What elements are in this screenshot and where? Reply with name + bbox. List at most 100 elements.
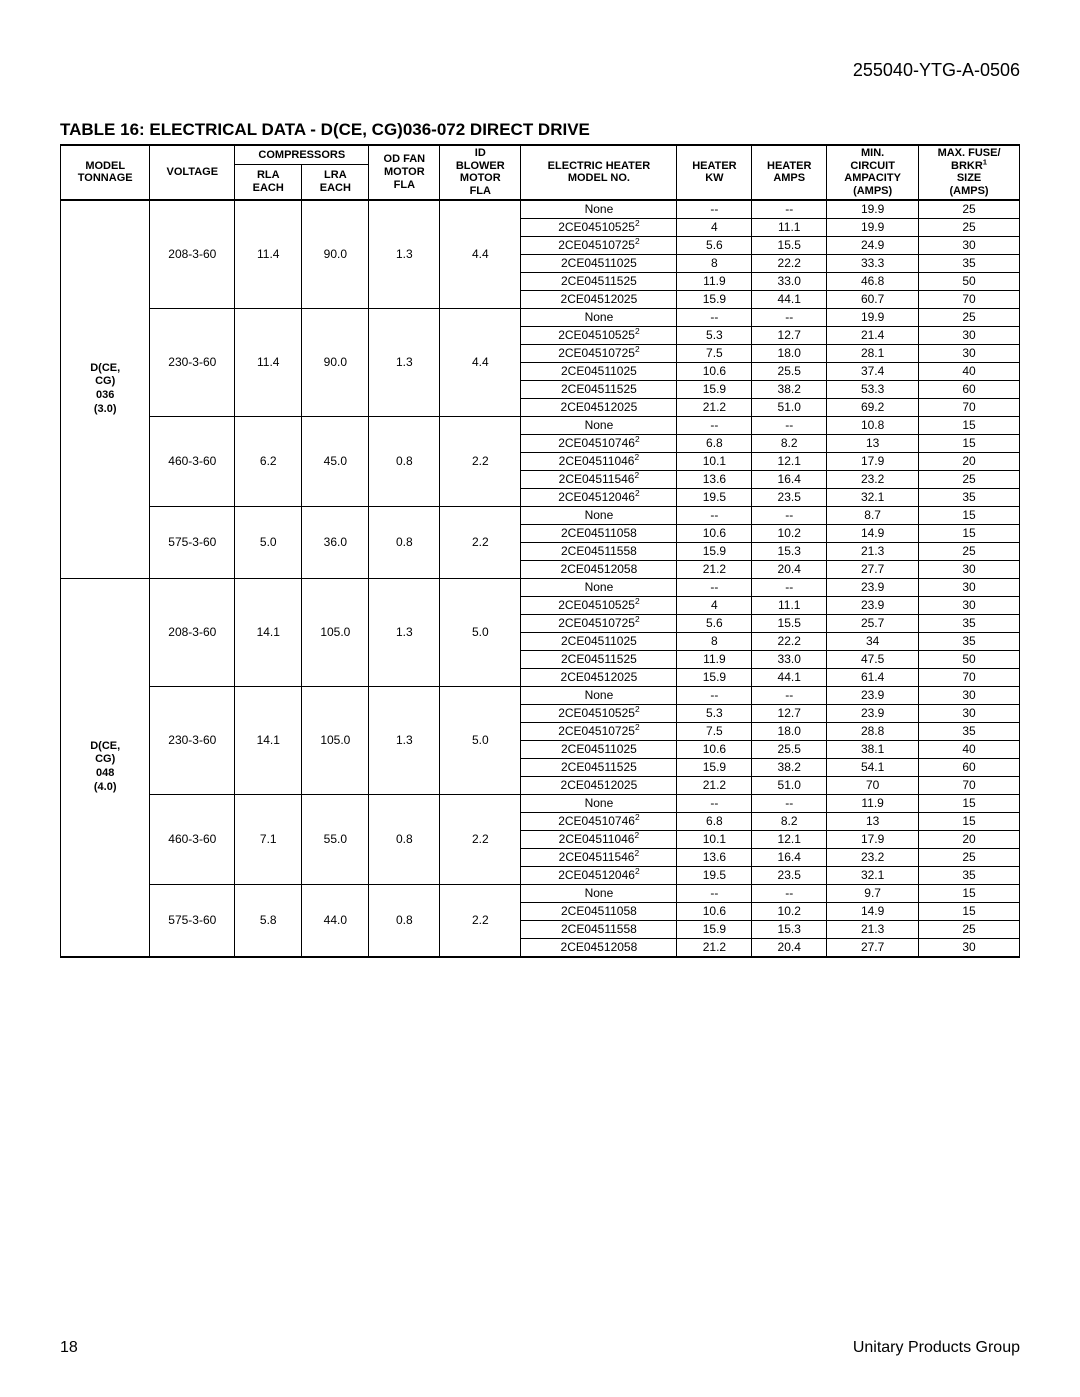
col-heater-amps: HEATERAMPS: [752, 145, 827, 200]
cell-heater-kw: 19.5: [677, 488, 752, 506]
cell-heater-model: 2CE045107252: [521, 614, 677, 632]
cell-mca: 17.9: [827, 452, 919, 470]
cell-voltage: 208-3-60: [150, 200, 235, 309]
cell-heater-amps: 20.4: [752, 938, 827, 957]
cell-heater-model: None: [521, 884, 677, 902]
cell-heater-kw: 21.2: [677, 560, 752, 578]
cell-heater-model: 2CE04511025: [521, 740, 677, 758]
cell-heater-model: 2CE04511025: [521, 632, 677, 650]
cell-mca: 38.1: [827, 740, 919, 758]
cell-heater-amps: 22.2: [752, 632, 827, 650]
cell-mca: 14.9: [827, 524, 919, 542]
cell-heater-model: 2CE045105252: [521, 326, 677, 344]
cell-fuse: 30: [919, 344, 1020, 362]
cell-mca: 34: [827, 632, 919, 650]
cell-mca: 23.9: [827, 596, 919, 614]
cell-heater-amps: 16.4: [752, 848, 827, 866]
cell-heater-amps: 8.2: [752, 812, 827, 830]
cell-heater-kw: 5.6: [677, 236, 752, 254]
col-rla-each: RLAEACH: [235, 165, 302, 200]
cell-heater-amps: 11.1: [752, 218, 827, 236]
cell-heater-amps: --: [752, 308, 827, 326]
cell-heater-model: 2CE045107462: [521, 812, 677, 830]
cell-fuse: 70: [919, 668, 1020, 686]
cell-fuse: 25: [919, 218, 1020, 236]
table-title: TABLE 16: ELECTRICAL DATA - D(CE, CG)036…: [60, 120, 1020, 140]
cell-heater-amps: 23.5: [752, 866, 827, 884]
cell-mca: 23.2: [827, 470, 919, 488]
cell-mca: 19.9: [827, 200, 919, 219]
cell-heater-amps: 10.2: [752, 902, 827, 920]
cell-fuse: 50: [919, 650, 1020, 668]
cell-heater-kw: 11.9: [677, 650, 752, 668]
col-max-fuse: MAX. FUSE/BRKR1SIZE(AMPS): [919, 145, 1020, 200]
cell-fuse: 35: [919, 722, 1020, 740]
cell-heater-model: 2CE045107252: [521, 722, 677, 740]
cell-fuse: 60: [919, 758, 1020, 776]
cell-heater-model: 2CE04511025: [521, 254, 677, 272]
cell-lra: 44.0: [302, 884, 369, 957]
cell-rla: 7.1: [235, 794, 302, 884]
cell-mca: 25.7: [827, 614, 919, 632]
cell-heater-kw: 15.9: [677, 542, 752, 560]
cell-heater-kw: 15.9: [677, 668, 752, 686]
cell-heater-model: 2CE045110462: [521, 830, 677, 848]
cell-lra: 105.0: [302, 578, 369, 686]
footer-page-number: 18: [60, 1339, 78, 1357]
cell-heater-amps: 38.2: [752, 380, 827, 398]
cell-heater-model: 2CE04511558: [521, 920, 677, 938]
cell-heater-kw: --: [677, 200, 752, 219]
document-id: 255040-YTG-A-0506: [853, 60, 1020, 81]
cell-mca: 11.9: [827, 794, 919, 812]
cell-mca: 23.9: [827, 686, 919, 704]
cell-heater-amps: 25.5: [752, 362, 827, 380]
cell-heater-kw: --: [677, 506, 752, 524]
cell-voltage: 575-3-60: [150, 884, 235, 957]
cell-heater-kw: 21.2: [677, 776, 752, 794]
cell-heater-amps: 10.2: [752, 524, 827, 542]
cell-heater-kw: 10.1: [677, 830, 752, 848]
cell-idblower: 4.4: [440, 200, 521, 309]
cell-heater-model: 2CE045105252: [521, 218, 677, 236]
cell-heater-kw: 21.2: [677, 398, 752, 416]
cell-mca: 37.4: [827, 362, 919, 380]
cell-heater-kw: 10.6: [677, 902, 752, 920]
table-row: D(CE,CG)048(4.0)208-3-6014.1105.01.35.0N…: [61, 578, 1020, 596]
cell-heater-amps: 18.0: [752, 722, 827, 740]
cell-voltage: 460-3-60: [150, 416, 235, 506]
cell-heater-model: 2CE04511525: [521, 272, 677, 290]
cell-heater-amps: 15.5: [752, 236, 827, 254]
cell-lra: 45.0: [302, 416, 369, 506]
cell-mca: 28.1: [827, 344, 919, 362]
cell-heater-model: 2CE04512025: [521, 668, 677, 686]
cell-heater-model: 2CE04512058: [521, 938, 677, 957]
cell-mca: 21.3: [827, 542, 919, 560]
cell-heater-amps: 11.1: [752, 596, 827, 614]
cell-idblower: 2.2: [440, 416, 521, 506]
cell-lra: 90.0: [302, 200, 369, 309]
cell-heater-kw: --: [677, 794, 752, 812]
col-electric-heater: ELECTRIC HEATERMODEL NO.: [521, 145, 677, 200]
cell-heater-amps: 12.1: [752, 830, 827, 848]
cell-heater-amps: --: [752, 884, 827, 902]
cell-rla: 6.2: [235, 416, 302, 506]
cell-heater-kw: 6.8: [677, 434, 752, 452]
cell-idblower: 2.2: [440, 506, 521, 578]
cell-mca: 17.9: [827, 830, 919, 848]
cell-odfan: 0.8: [369, 416, 440, 506]
cell-rla: 11.4: [235, 308, 302, 416]
cell-heater-kw: 15.9: [677, 920, 752, 938]
cell-idblower: 5.0: [440, 686, 521, 794]
cell-heater-kw: 4: [677, 218, 752, 236]
cell-voltage: 208-3-60: [150, 578, 235, 686]
cell-odfan: 0.8: [369, 506, 440, 578]
cell-heater-model: 2CE04511525: [521, 758, 677, 776]
cell-fuse: 30: [919, 560, 1020, 578]
cell-heater-model: 2CE04511058: [521, 524, 677, 542]
cell-heater-kw: 8: [677, 254, 752, 272]
cell-heater-model: 2CE04512025: [521, 290, 677, 308]
table-row: 575-3-605.844.00.82.2None----9.715: [61, 884, 1020, 902]
electrical-data-table: MODELTONNAGE VOLTAGE COMPRESSORS OD FANM…: [60, 144, 1020, 958]
cell-heater-kw: 5.3: [677, 326, 752, 344]
cell-fuse: 35: [919, 488, 1020, 506]
